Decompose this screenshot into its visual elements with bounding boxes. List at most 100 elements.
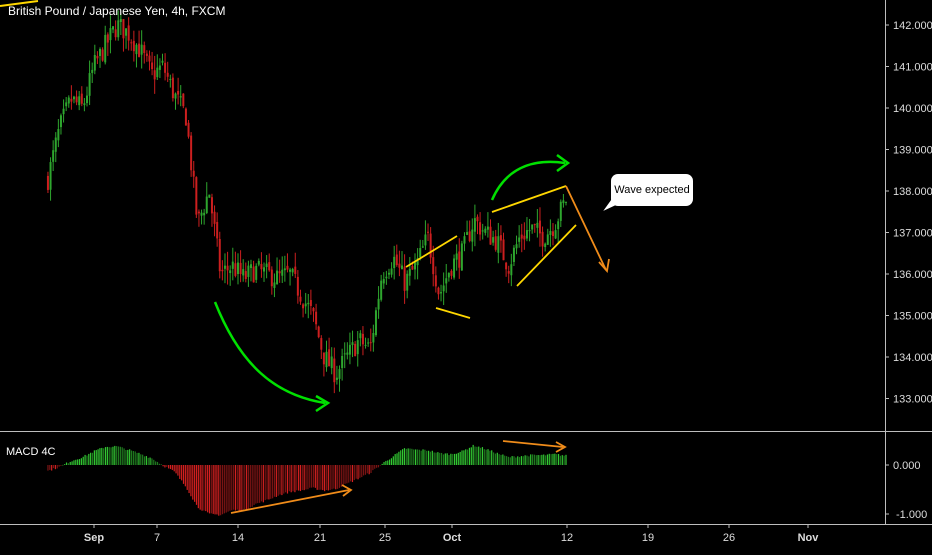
candle-body <box>466 232 469 235</box>
macd-bar <box>216 465 218 515</box>
macd-bar <box>331 465 333 490</box>
candle-body <box>346 352 349 355</box>
macd-bar <box>132 450 134 465</box>
macd-bar <box>528 456 530 465</box>
candle-body <box>320 338 323 350</box>
macd-bar <box>411 448 413 465</box>
macd-bar <box>327 465 329 491</box>
macd-bar <box>231 465 233 511</box>
candle-body <box>322 352 325 365</box>
candle-body <box>135 44 138 55</box>
macd-tick-label: -1.000 <box>896 509 927 521</box>
macd-bar <box>561 455 563 465</box>
candle-body <box>213 211 216 224</box>
macd-bar <box>249 465 251 508</box>
macd-bar <box>242 465 244 511</box>
macd-bar <box>437 452 439 465</box>
macd-bar <box>218 465 220 516</box>
candle-body <box>174 93 177 99</box>
macd-bar <box>104 447 107 465</box>
macd-bar <box>511 456 513 465</box>
candle-body <box>463 236 466 244</box>
macd-bar <box>383 462 385 465</box>
macd-bar <box>353 465 355 481</box>
macd-bar <box>136 452 138 465</box>
macd-bar <box>389 459 391 465</box>
candle-body <box>406 273 409 291</box>
candle-body <box>333 358 336 383</box>
time-tick-label: Nov <box>798 532 820 544</box>
macd-bar <box>103 448 105 465</box>
candle-body <box>460 243 463 271</box>
candle-body <box>52 150 55 162</box>
macd-bar <box>82 456 84 465</box>
candle-body <box>294 266 297 274</box>
candle-body <box>223 265 226 269</box>
candle-body <box>507 271 510 274</box>
candle-body <box>203 212 206 216</box>
macd-bar <box>86 455 88 465</box>
macd-bar <box>225 465 227 513</box>
macd-bar <box>62 464 64 466</box>
candle-body <box>192 170 195 177</box>
price-tick-label: 136.000 <box>893 269 932 281</box>
macd-bar <box>169 465 172 469</box>
macd-bar <box>485 449 487 465</box>
macd-bar <box>413 449 415 465</box>
candle-body <box>546 234 549 245</box>
candle-body <box>208 194 211 198</box>
candle-body <box>169 79 172 81</box>
macd-bar <box>78 459 81 465</box>
macd-bar <box>409 448 411 465</box>
macd-bar <box>394 454 396 465</box>
macd-bar <box>73 460 75 465</box>
candle-body <box>62 108 65 115</box>
candle-body <box>502 239 505 261</box>
yellow-wedge-lower <box>516 224 577 287</box>
orange-macd-divergence-arrow <box>230 489 350 514</box>
macd-bar <box>433 452 435 465</box>
candle-body <box>473 218 476 232</box>
macd-bar <box>262 465 264 503</box>
macd-bar <box>108 447 110 465</box>
macd-bar <box>457 452 459 465</box>
candle-body <box>247 265 250 277</box>
orange-arrow-projection <box>565 185 607 271</box>
macd-bar <box>114 445 116 465</box>
price-candles <box>46 10 567 394</box>
candle-body <box>197 211 200 214</box>
candle-body <box>177 90 180 95</box>
macd-bar <box>374 465 376 469</box>
candle-body <box>99 48 102 57</box>
candle-body <box>411 266 414 270</box>
price-tick-label: 140.000 <box>893 103 932 115</box>
candle-body <box>91 69 94 73</box>
macd-bar <box>524 455 526 465</box>
macd-bar <box>164 465 166 468</box>
macd-bar <box>483 449 485 465</box>
yellow-wedge-upper <box>491 185 567 213</box>
candle-body <box>565 201 567 203</box>
time-tick-label: 12 <box>561 532 573 544</box>
macd-bar <box>478 446 480 465</box>
candle-body <box>80 93 83 104</box>
macd-bar <box>517 456 519 465</box>
candle-body <box>190 135 193 171</box>
candle-body <box>359 333 362 339</box>
candle-body <box>104 34 107 63</box>
macd-bar <box>268 465 270 500</box>
macd-bar <box>281 465 283 496</box>
macd-histogram <box>47 444 567 516</box>
macd-bar <box>101 447 103 465</box>
candle-body <box>132 40 135 52</box>
macd-bar <box>552 453 554 465</box>
candle-body <box>242 269 245 276</box>
macd-bar <box>361 465 363 478</box>
macd-bar <box>223 465 225 514</box>
macd-bar <box>452 453 454 465</box>
macd-bar <box>212 465 214 514</box>
macd-bar <box>476 446 478 465</box>
candle-body <box>49 162 52 190</box>
macd-bar <box>426 450 428 465</box>
